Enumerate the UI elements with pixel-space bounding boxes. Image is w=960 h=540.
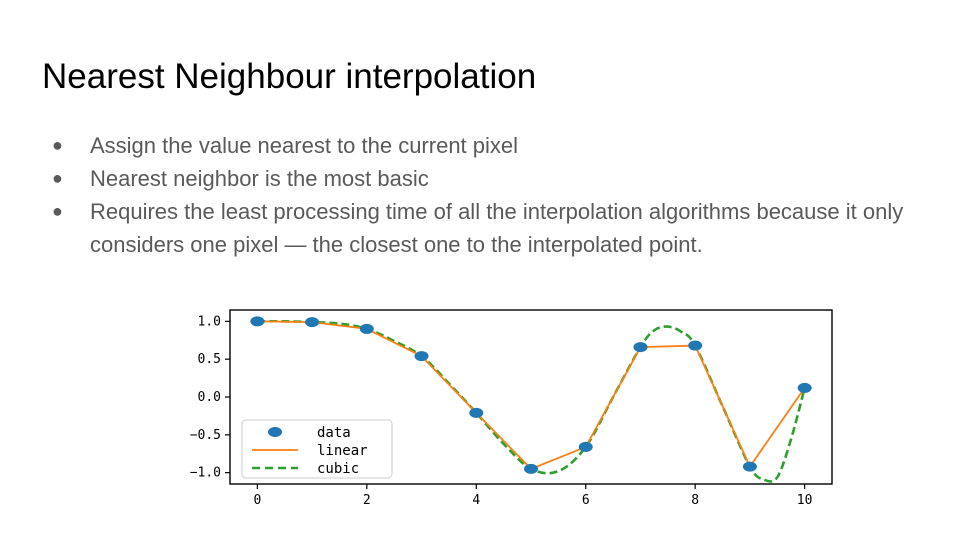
bullet-dot-icon: ● bbox=[52, 168, 63, 188]
legend-item-data: data bbox=[317, 425, 351, 441]
x-tick-label: 6 bbox=[582, 493, 590, 508]
bullet-item: ● Assign the value nearest to the curren… bbox=[52, 129, 922, 162]
bullet-list: ● Assign the value nearest to the curren… bbox=[52, 129, 922, 261]
bullet-item: ● Requires the least processing time of … bbox=[52, 195, 922, 261]
data-point bbox=[359, 323, 374, 334]
y-tick-label: −1.0 bbox=[190, 466, 221, 481]
chart-svg: 1.0 0.5 0.0 −0.5 −1.0 0 2 4 6 8 10 data linear cubic bbox=[190, 309, 833, 508]
legend-swatch-data bbox=[268, 427, 282, 437]
y-tick-label: 0.5 bbox=[198, 352, 221, 367]
bullet-dot-icon: ● bbox=[52, 201, 63, 221]
x-tick-label: 8 bbox=[691, 493, 699, 508]
slide-title: Nearest Neighbour interpolation bbox=[42, 57, 537, 96]
data-point bbox=[469, 407, 484, 418]
legend-item-linear: linear bbox=[317, 443, 368, 459]
bullet-dot-icon: ● bbox=[52, 135, 63, 155]
x-tick-label: 10 bbox=[797, 493, 813, 508]
bullet-text: Assign the value nearest to the current … bbox=[90, 133, 519, 158]
y-tick-label: 1.0 bbox=[198, 314, 221, 329]
data-point bbox=[250, 316, 265, 327]
data-point bbox=[414, 351, 429, 362]
bullet-text: Requires the least processing time of al… bbox=[90, 199, 904, 257]
data-point bbox=[633, 342, 648, 353]
legend-item-cubic: cubic bbox=[317, 461, 359, 477]
data-point bbox=[524, 463, 538, 474]
y-tick-label: 0.0 bbox=[198, 390, 221, 405]
x-tick-label: 2 bbox=[363, 493, 371, 508]
x-tick-label: 0 bbox=[253, 493, 261, 508]
y-tick-label: −0.5 bbox=[190, 428, 221, 443]
bullet-text: Nearest neighbor is the most basic bbox=[90, 166, 429, 191]
data-point bbox=[742, 461, 757, 472]
data-point bbox=[688, 340, 703, 351]
data-point bbox=[305, 317, 320, 328]
data-point bbox=[797, 382, 812, 393]
x-tick-label: 4 bbox=[472, 493, 480, 508]
data-point bbox=[578, 441, 593, 452]
bullet-item: ● Nearest neighbor is the most basic bbox=[52, 162, 922, 195]
interpolation-chart: 1.0 0.5 0.0 −0.5 −1.0 0 2 4 6 8 10 data linear cubic bbox=[150, 300, 840, 520]
